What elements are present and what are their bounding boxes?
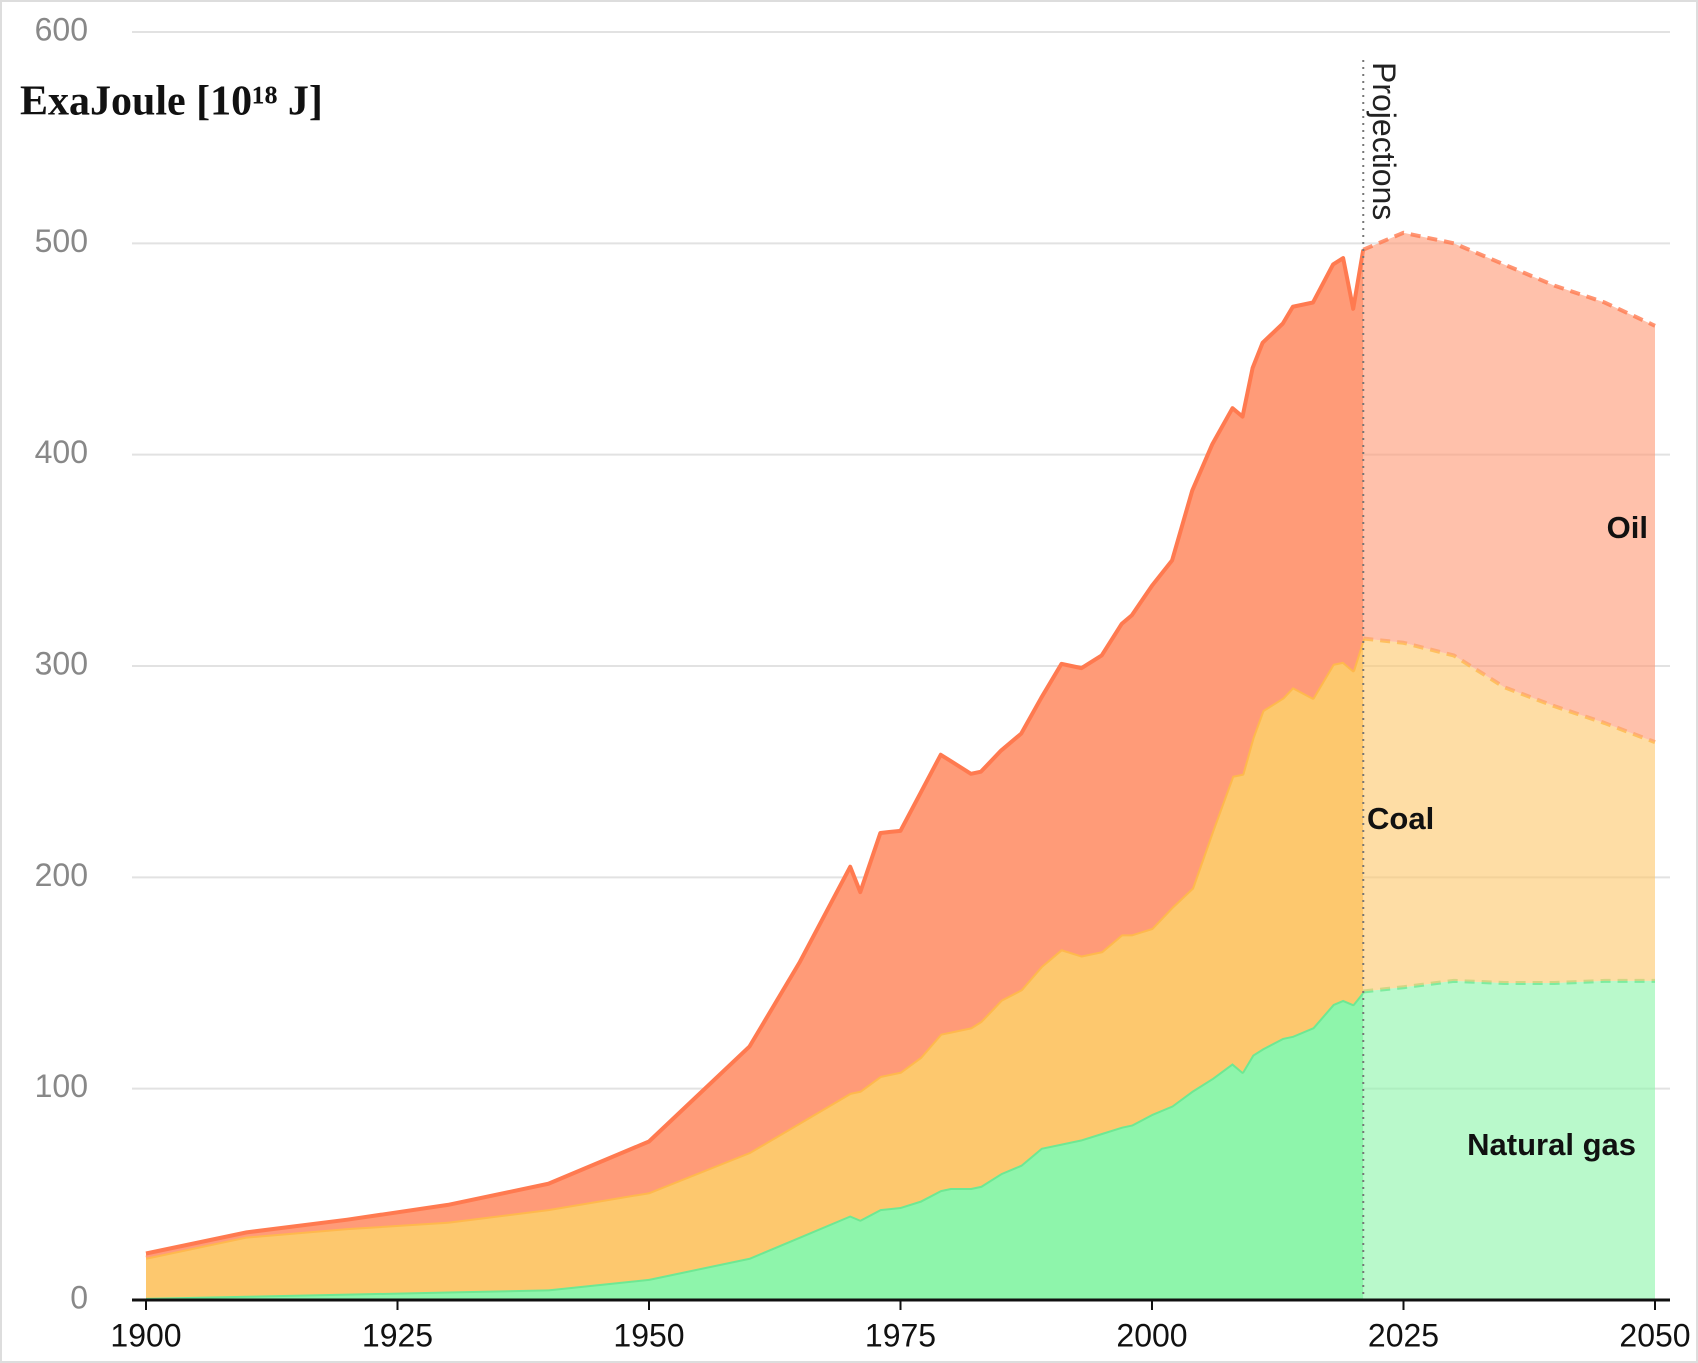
y-tick-label: 400 [35,434,88,470]
y-tick-label: 600 [35,11,88,47]
projection-label: Projections [1366,62,1402,220]
area [146,638,1364,1298]
area [1363,638,1655,992]
area [146,249,1364,1258]
series-label: Natural gas [1467,1127,1636,1162]
x-tick-label: 2050 [1619,1317,1690,1353]
series-label: Coal [1367,801,1434,836]
x-tick-label: 1950 [613,1317,684,1353]
y-tick-label: 0 [70,1279,88,1315]
y-tick-label: 500 [35,223,88,259]
area [1363,980,1655,1300]
x-tick-label: 1975 [865,1317,936,1353]
x-tick-label: 2000 [1116,1317,1187,1353]
area-edge [145,249,1366,1256]
series-label: Oil [1607,510,1648,545]
y-tick-label: 100 [35,1068,88,1104]
y-tick-label: 200 [35,857,88,893]
overlay: Natural gas Coal Oil Projections 1900 1925 195… [110,60,1691,1353]
y-axis-label: ExaJoule [10¹⁸ J] [20,79,323,125]
x-tick-label: 1925 [362,1317,433,1353]
y-tick-label: 300 [35,645,88,681]
areas [145,230,1656,1300]
area [1363,232,1655,743]
area-edge [1362,230,1656,328]
x-tick-label: 1900 [110,1317,181,1353]
area [146,991,1364,1300]
x-tick-label: 2025 [1368,1317,1439,1353]
